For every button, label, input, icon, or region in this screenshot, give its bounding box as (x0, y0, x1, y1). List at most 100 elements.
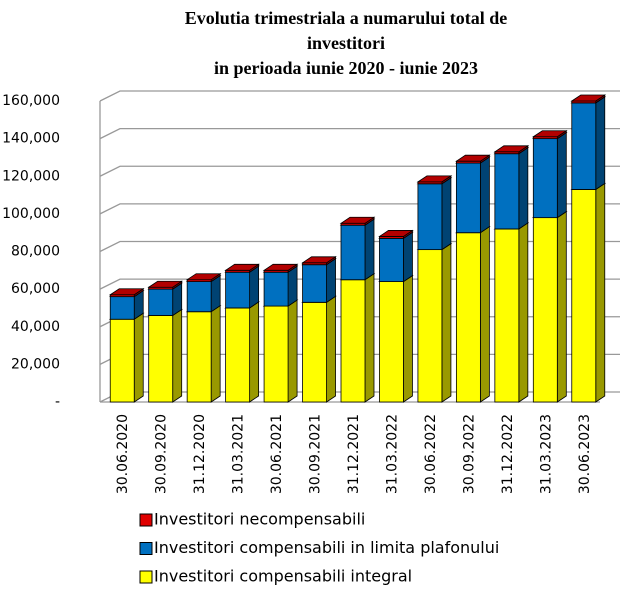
bar (494, 153, 520, 230)
bar (379, 281, 404, 403)
bar-top (416, 175, 453, 183)
bar-side (249, 265, 260, 309)
bar (455, 162, 481, 234)
chart-title: in perioada iunie 2020 - iunie 2023 (214, 58, 478, 78)
bar-top (301, 256, 337, 264)
bar (340, 279, 366, 403)
bar (263, 305, 289, 403)
bar (417, 249, 443, 403)
bar-side (133, 312, 144, 403)
bar (109, 318, 135, 403)
grid-line (99, 203, 620, 215)
bar (302, 264, 327, 303)
bar-top (147, 280, 184, 288)
bar-side (403, 231, 413, 283)
bar-top (262, 263, 299, 271)
bar-side (364, 272, 375, 403)
legend-label: Investitori compensabili integral (154, 567, 412, 586)
bar (455, 232, 481, 403)
x-tick-label: 30.06.2022 (423, 414, 439, 494)
bar-side (479, 225, 490, 403)
grid-line (99, 278, 620, 290)
bar (148, 288, 174, 316)
chart-title: Evolutia trimestriala a numarului total … (185, 8, 508, 28)
bar (571, 102, 597, 190)
bar (532, 138, 558, 219)
bar-side (595, 96, 606, 191)
bar-side (403, 274, 413, 403)
bar-side (287, 299, 298, 403)
bar-top (531, 130, 568, 138)
bar-side (518, 222, 529, 403)
bar-top (570, 94, 607, 102)
bar-top (339, 216, 376, 224)
legend-swatch (139, 570, 153, 584)
bar-side (172, 308, 183, 403)
bar-side (249, 301, 260, 403)
bar (148, 315, 174, 403)
y-tick-label: - (55, 394, 60, 410)
bar (302, 301, 327, 403)
bar (263, 271, 289, 307)
bar-top (378, 230, 414, 237)
x-tick-label: 31.03.2021 (231, 414, 247, 494)
chart-title: investitori (307, 33, 385, 53)
bar-side (556, 131, 567, 219)
bar-side (479, 156, 490, 234)
y-tick-label: 160,000 (2, 93, 60, 109)
bar-side (441, 177, 452, 251)
bar (532, 217, 558, 403)
bar-top (455, 154, 491, 162)
x-tick-label: 31.03.2023 (538, 414, 554, 494)
y-tick-label: 40,000 (11, 319, 60, 335)
y-tick-label: 120,000 (2, 168, 60, 184)
x-tick-label: 30.09.2022 (461, 414, 477, 494)
legend-swatch (139, 513, 153, 527)
bar-side (518, 146, 529, 230)
x-tick-label: 31.12.2022 (500, 414, 516, 494)
grid-line (99, 165, 620, 177)
x-tick-label: 30.09.2020 (154, 414, 170, 494)
grid-line (99, 90, 620, 102)
bar-side (441, 242, 452, 403)
x-tick-label: 30.09.2021 (308, 414, 324, 494)
bar-side (595, 182, 606, 403)
bar (571, 189, 597, 403)
x-tick-label: 31.03.2022 (384, 414, 400, 494)
bar-top (493, 145, 530, 153)
bar (340, 224, 366, 281)
bar (225, 307, 251, 403)
x-tick-label: 30.06.2021 (269, 414, 285, 494)
legend-label: Investitori necompensabili (154, 510, 365, 529)
bar-top (108, 288, 145, 296)
bar (186, 281, 212, 313)
x-tick-label: 31.12.2021 (346, 414, 362, 494)
bar-top (224, 263, 260, 271)
x-tick-label: 30.06.2020 (115, 414, 131, 494)
bar (379, 237, 404, 283)
bar-side (326, 257, 336, 304)
x-tick-label: 30.06.2023 (577, 414, 593, 494)
bar (225, 271, 251, 309)
bar (186, 311, 212, 403)
y-tick-label: 20,000 (11, 356, 60, 372)
bar (494, 228, 520, 403)
y-tick-label: 140,000 (2, 131, 60, 147)
y-tick-label: 100,000 (2, 206, 60, 222)
bar-side (556, 210, 567, 403)
legend-swatch (139, 542, 153, 555)
bar-side (326, 295, 336, 403)
bar-side (364, 218, 375, 281)
bar (109, 296, 135, 320)
y-tick-label: 80,000 (11, 244, 60, 260)
x-tick-label: 31.12.2020 (192, 414, 208, 494)
y-tick-label: 60,000 (11, 281, 60, 297)
grid-line (99, 240, 620, 253)
bar-side (287, 265, 298, 307)
legend-label: Investitori compensabili in limita plafo… (154, 538, 499, 557)
bar-side (210, 304, 221, 403)
grid-line (99, 127, 620, 140)
bar (417, 183, 443, 251)
bar-top (185, 273, 222, 281)
